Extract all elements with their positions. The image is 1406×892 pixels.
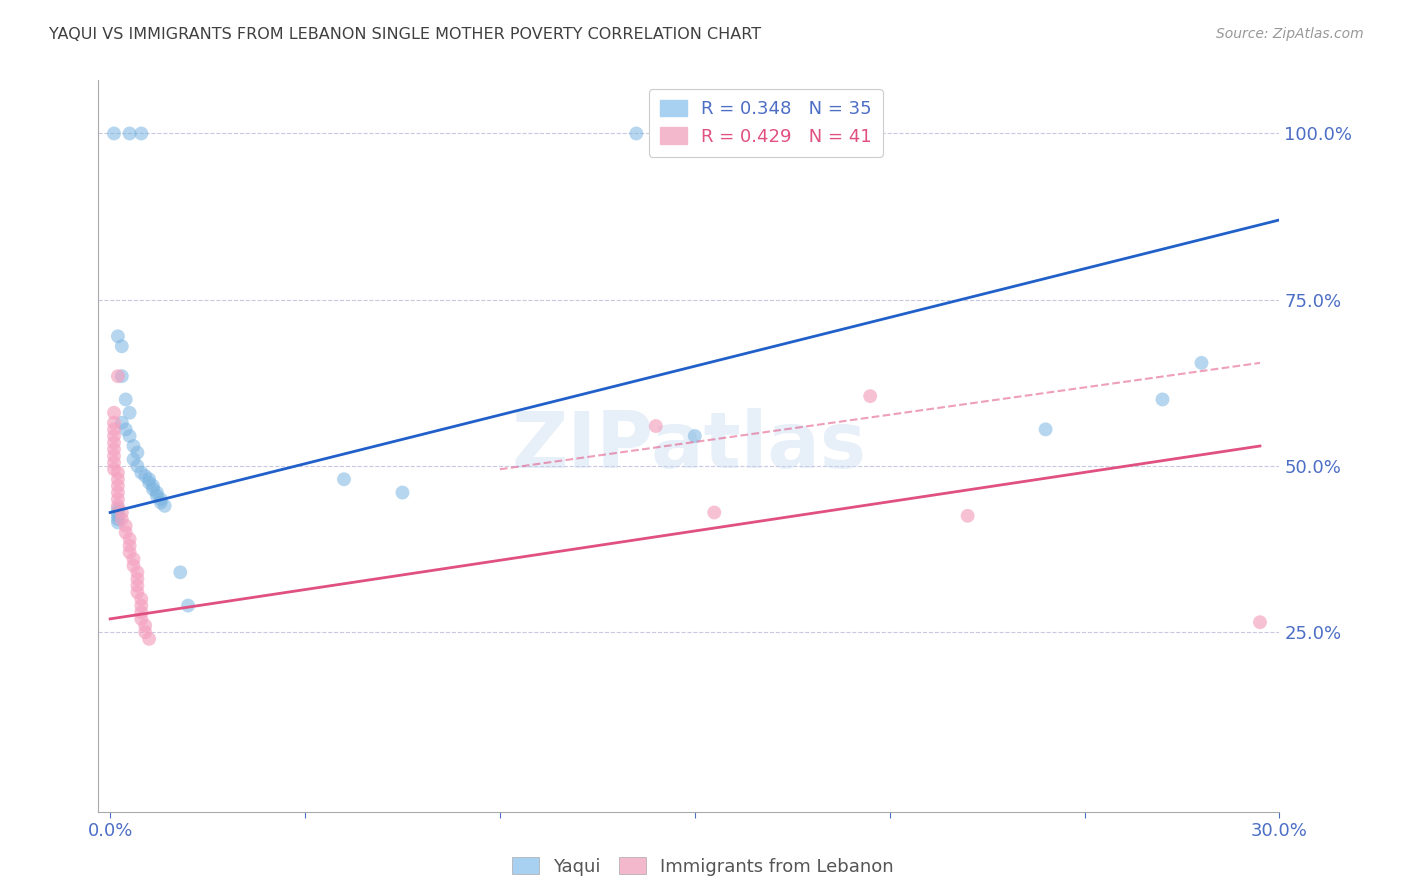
Point: [138, 632, 160, 646]
Point: [107, 499, 129, 513]
Point: [127, 585, 149, 599]
Point: [114, 392, 136, 407]
Point: [107, 506, 129, 520]
Text: Source: ZipAtlas.com: Source: ZipAtlas.com: [1216, 27, 1364, 41]
Point: [149, 495, 172, 509]
Point: [107, 479, 129, 493]
Text: YAQUI VS IMMIGRANTS FROM LEBANON SINGLE MOTHER POVERTY CORRELATION CHART: YAQUI VS IMMIGRANTS FROM LEBANON SINGLE …: [49, 27, 761, 42]
Point: [114, 525, 136, 540]
Point: [122, 439, 145, 453]
Point: [956, 508, 979, 523]
Point: [107, 466, 129, 480]
Point: [146, 489, 169, 503]
Point: [626, 127, 648, 141]
Point: [107, 369, 129, 384]
Point: [103, 449, 125, 463]
Point: [127, 566, 149, 580]
Point: [103, 422, 125, 436]
Point: [111, 512, 134, 526]
Point: [103, 456, 125, 470]
Point: [107, 516, 129, 530]
Point: [122, 558, 145, 573]
Point: [107, 329, 129, 343]
Point: [391, 485, 413, 500]
Point: [103, 435, 125, 450]
Point: [153, 499, 176, 513]
Point: [118, 406, 141, 420]
Point: [127, 458, 149, 473]
Point: [1035, 422, 1057, 436]
Point: [129, 127, 152, 141]
Legend: Yaqui, Immigrants from Lebanon: Yaqui, Immigrants from Lebanon: [505, 850, 901, 883]
Point: [703, 506, 725, 520]
Point: [111, 416, 134, 430]
Point: [103, 462, 125, 476]
Point: [114, 518, 136, 533]
Point: [103, 416, 125, 430]
Point: [683, 429, 706, 443]
Point: [107, 485, 129, 500]
Point: [129, 599, 152, 613]
Point: [859, 389, 882, 403]
Point: [103, 406, 125, 420]
Point: [122, 552, 145, 566]
Point: [138, 475, 160, 490]
Point: [177, 599, 200, 613]
Text: ZIPatlas: ZIPatlas: [512, 408, 866, 484]
Point: [1249, 615, 1271, 630]
Point: [129, 612, 152, 626]
Point: [118, 532, 141, 546]
Point: [134, 625, 156, 640]
Point: [134, 618, 156, 632]
Point: [142, 479, 165, 493]
Point: [127, 579, 149, 593]
Point: [118, 545, 141, 559]
Point: [644, 419, 666, 434]
Point: [127, 572, 149, 586]
Point: [111, 369, 134, 384]
Point: [118, 127, 141, 141]
Point: [118, 429, 141, 443]
Point: [129, 591, 152, 606]
Point: [107, 512, 129, 526]
Point: [129, 605, 152, 619]
Point: [142, 482, 165, 496]
Point: [114, 422, 136, 436]
Point: [111, 339, 134, 353]
Point: [107, 502, 129, 516]
Point: [146, 485, 169, 500]
Point: [169, 566, 191, 580]
Point: [333, 472, 356, 486]
Point: [107, 472, 129, 486]
Point: [111, 506, 134, 520]
Point: [107, 492, 129, 507]
Point: [103, 442, 125, 457]
Point: [103, 127, 125, 141]
Point: [103, 429, 125, 443]
Point: [118, 539, 141, 553]
Point: [129, 466, 152, 480]
Point: [1191, 356, 1213, 370]
Point: [134, 469, 156, 483]
Legend: R = 0.348   N = 35, R = 0.429   N = 41: R = 0.348 N = 35, R = 0.429 N = 41: [648, 89, 883, 156]
Point: [127, 445, 149, 459]
Point: [107, 508, 129, 523]
Point: [138, 472, 160, 486]
Point: [122, 452, 145, 467]
Point: [149, 492, 172, 507]
Point: [1152, 392, 1174, 407]
